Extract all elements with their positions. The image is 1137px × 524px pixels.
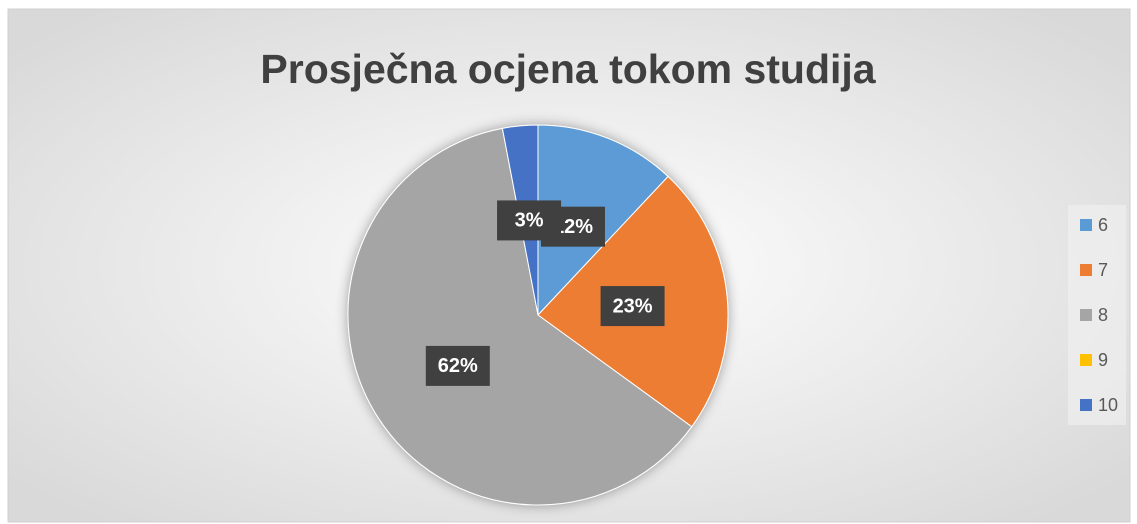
legend-box — [1068, 205, 1126, 425]
data-label: 23% — [613, 295, 653, 317]
legend-label: 10 — [1098, 395, 1118, 415]
legend-swatch — [1080, 399, 1092, 411]
legend-swatch — [1080, 309, 1092, 321]
legend-swatch — [1080, 264, 1092, 276]
legend-label: 8 — [1098, 305, 1108, 325]
data-label-box — [600, 286, 665, 327]
legend-label: 6 — [1098, 215, 1108, 235]
legend-label: 7 — [1098, 260, 1108, 280]
data-label-box — [425, 345, 490, 386]
chart-title: Prosječna ocjena tokom studija — [260, 46, 876, 92]
legend-swatch — [1080, 354, 1092, 366]
data-label: 12% — [553, 216, 593, 238]
pie — [347, 124, 729, 506]
legend-label: 9 — [1098, 350, 1108, 370]
data-label: 3% — [515, 210, 544, 232]
data-label: 62% — [438, 355, 478, 377]
pie-slice — [347, 127, 693, 506]
legend-swatch — [1080, 219, 1092, 231]
data-label-box — [497, 200, 562, 241]
